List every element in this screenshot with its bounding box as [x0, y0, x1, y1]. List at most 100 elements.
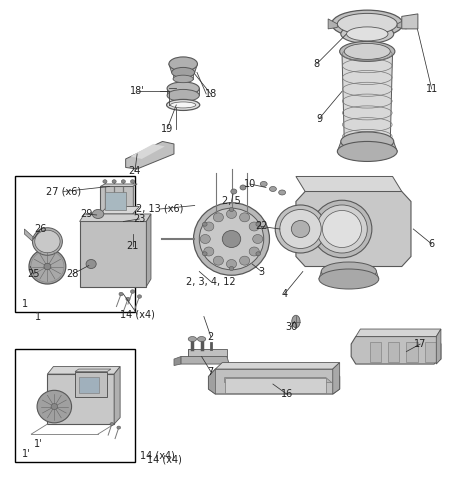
Bar — [369, 342, 381, 362]
Ellipse shape — [332, 10, 403, 38]
Ellipse shape — [110, 423, 114, 426]
Ellipse shape — [204, 222, 214, 231]
Text: 8: 8 — [313, 59, 320, 69]
Polygon shape — [181, 357, 229, 364]
Ellipse shape — [188, 337, 196, 342]
Ellipse shape — [249, 222, 259, 231]
Ellipse shape — [167, 100, 200, 111]
Polygon shape — [47, 367, 120, 374]
Ellipse shape — [338, 14, 397, 34]
Text: 21: 21 — [126, 241, 139, 252]
Ellipse shape — [202, 252, 207, 256]
Bar — [15, 349, 135, 462]
Polygon shape — [351, 337, 441, 364]
Text: 22: 22 — [255, 221, 268, 231]
Text: 4: 4 — [282, 289, 288, 299]
Ellipse shape — [167, 90, 199, 102]
Text: 14 (x4): 14 (x4) — [147, 454, 182, 464]
Polygon shape — [188, 349, 227, 357]
Polygon shape — [25, 229, 33, 241]
Text: 28: 28 — [67, 269, 79, 279]
Polygon shape — [130, 144, 165, 159]
Ellipse shape — [317, 205, 367, 253]
Text: 1': 1' — [22, 449, 31, 459]
Ellipse shape — [347, 27, 388, 41]
Ellipse shape — [103, 180, 107, 183]
Ellipse shape — [321, 262, 376, 281]
Polygon shape — [188, 349, 194, 359]
Polygon shape — [80, 214, 151, 221]
Polygon shape — [397, 19, 407, 29]
Ellipse shape — [172, 67, 194, 77]
Bar — [407, 342, 418, 362]
Text: 14 (x4): 14 (x4) — [140, 450, 175, 460]
Ellipse shape — [341, 25, 394, 43]
Text: 7: 7 — [208, 367, 214, 377]
Ellipse shape — [44, 263, 51, 270]
Polygon shape — [100, 206, 139, 214]
Polygon shape — [215, 363, 340, 369]
Ellipse shape — [253, 234, 263, 243]
Ellipse shape — [35, 230, 60, 253]
Text: 11: 11 — [425, 84, 438, 94]
Text: 17: 17 — [414, 339, 426, 349]
Ellipse shape — [119, 292, 123, 296]
Bar — [47, 374, 114, 424]
Ellipse shape — [229, 267, 234, 271]
Ellipse shape — [213, 256, 224, 265]
Text: 26: 26 — [34, 224, 47, 234]
Bar — [388, 342, 400, 362]
Ellipse shape — [229, 208, 234, 211]
Bar — [100, 187, 132, 214]
Ellipse shape — [169, 57, 197, 71]
Ellipse shape — [226, 209, 237, 218]
Ellipse shape — [240, 185, 246, 190]
Polygon shape — [174, 357, 181, 366]
Ellipse shape — [256, 252, 261, 256]
Ellipse shape — [173, 75, 193, 82]
Ellipse shape — [37, 390, 72, 423]
Ellipse shape — [279, 190, 286, 195]
Bar — [80, 221, 146, 287]
Ellipse shape — [204, 247, 214, 256]
Bar — [15, 177, 135, 311]
Ellipse shape — [292, 315, 300, 328]
Ellipse shape — [131, 180, 135, 183]
Ellipse shape — [51, 403, 57, 409]
Polygon shape — [208, 369, 340, 394]
Ellipse shape — [194, 203, 269, 275]
Text: 9: 9 — [316, 114, 322, 124]
Ellipse shape — [117, 426, 120, 429]
Polygon shape — [208, 369, 215, 394]
Text: 24: 24 — [129, 166, 141, 177]
Bar — [425, 342, 436, 362]
Bar — [79, 377, 100, 393]
Ellipse shape — [319, 269, 379, 289]
Text: 30: 30 — [285, 321, 297, 331]
Text: 18: 18 — [205, 89, 217, 99]
Polygon shape — [75, 369, 111, 372]
Text: 1': 1' — [34, 439, 43, 449]
Polygon shape — [402, 14, 418, 29]
Polygon shape — [296, 177, 402, 192]
Ellipse shape — [29, 249, 66, 284]
Polygon shape — [296, 192, 411, 267]
Polygon shape — [342, 51, 393, 141]
Ellipse shape — [239, 256, 250, 265]
Ellipse shape — [341, 132, 394, 151]
Ellipse shape — [199, 208, 264, 270]
Ellipse shape — [269, 187, 276, 192]
Ellipse shape — [112, 180, 116, 183]
Polygon shape — [356, 329, 441, 337]
Text: 2, 5: 2, 5 — [222, 197, 241, 206]
Ellipse shape — [322, 210, 362, 247]
Ellipse shape — [213, 213, 224, 222]
Polygon shape — [125, 141, 174, 169]
Bar — [105, 193, 125, 210]
Text: 23: 23 — [133, 214, 146, 224]
Ellipse shape — [121, 180, 125, 183]
Polygon shape — [225, 378, 332, 383]
Ellipse shape — [249, 247, 259, 256]
Ellipse shape — [260, 182, 267, 187]
Text: 10: 10 — [244, 179, 256, 189]
